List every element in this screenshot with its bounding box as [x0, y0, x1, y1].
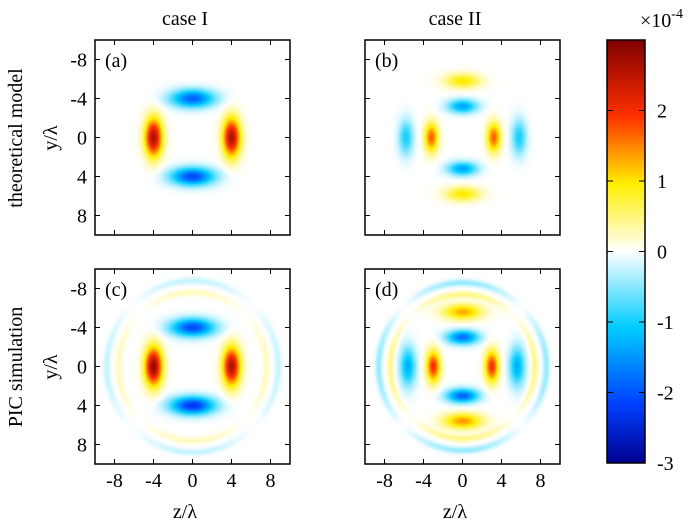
row-title-pic: PIC simulation [5, 307, 27, 428]
colorbar-tick-label: 1 [657, 171, 667, 193]
x-tick-label: -4 [415, 470, 432, 492]
x-tick-label: 4 [497, 470, 507, 492]
x-tick-label: -8 [376, 470, 393, 492]
y-tick-label: 0 [77, 128, 87, 150]
x-tick-label: -8 [106, 470, 123, 492]
colorbar-tick-label: -2 [657, 383, 674, 405]
colorbar-exponent-power: -4 [671, 7, 683, 22]
xlabel-left: z/λ [173, 501, 197, 523]
xlabel-right: z/λ [443, 501, 467, 523]
ylabel-bottom: y/λ [40, 354, 62, 380]
y-tick-label: 4 [77, 167, 87, 189]
x-tick-label: -4 [145, 470, 162, 492]
panel-label: (a) [105, 50, 127, 72]
colorbar-ticks: 2 1 0 -1 -2 -3 [607, 101, 674, 475]
heatmap-panel: (c) -8 -4 0 4 8 -8 -4 0 4 8 [70, 268, 291, 492]
heatmap-image [95, 269, 290, 464]
colorbar-tick-label: 2 [657, 101, 667, 123]
panel-label: (d) [375, 279, 398, 301]
heatmap-image [365, 40, 560, 235]
y-tick-label: -8 [70, 50, 87, 72]
x-tick-label: 8 [266, 470, 276, 492]
x-tick-label: 8 [536, 470, 546, 492]
y-tick-label: -8 [70, 279, 87, 301]
panel-label: (c) [105, 279, 127, 301]
colorbar-exponent-base: ×10 [640, 10, 671, 32]
colorbar: 2 1 0 -1 -2 -3 ×10-4 [606, 7, 683, 475]
y-tick-label: 8 [77, 435, 87, 457]
heatmap-panels: (a) -8 -4 0 4 8 (b) (c) -8 -4 0 4 8 -8 -4 0 4 8 (d) -8 -4 0 4 8 [70, 39, 561, 492]
x-tick-label: 4 [227, 470, 237, 492]
col-title-case-2: case II [429, 8, 482, 30]
x-tick-label: 0 [458, 470, 468, 492]
heatmap-panel: (a) -8 -4 0 4 8 [70, 39, 291, 236]
ylabel-top: y/λ [40, 125, 62, 151]
heatmap-panel: (d) -8 -4 0 4 8 [364, 268, 561, 492]
y-tick-label: 8 [77, 206, 87, 228]
heatmap-image [365, 269, 560, 464]
colorbar-exponent-label: ×10-4 [640, 7, 683, 32]
row-title-theoretical: theoretical model [5, 68, 27, 208]
y-tick-label: 0 [77, 357, 87, 379]
colorbar-tick-label: -1 [657, 312, 674, 334]
y-tick-label: -4 [70, 318, 87, 340]
panel-label: (b) [375, 50, 398, 72]
y-tick-label: -4 [70, 89, 87, 111]
colorbar-tick-label: 0 [657, 242, 667, 264]
colorbar-tick-label: -3 [657, 453, 674, 475]
heatmap-image [95, 40, 290, 235]
y-tick-label: 4 [77, 396, 87, 418]
x-tick-label: 0 [188, 470, 198, 492]
heatmap-panel: (b) [364, 39, 561, 236]
col-title-case-1: case I [162, 8, 208, 30]
